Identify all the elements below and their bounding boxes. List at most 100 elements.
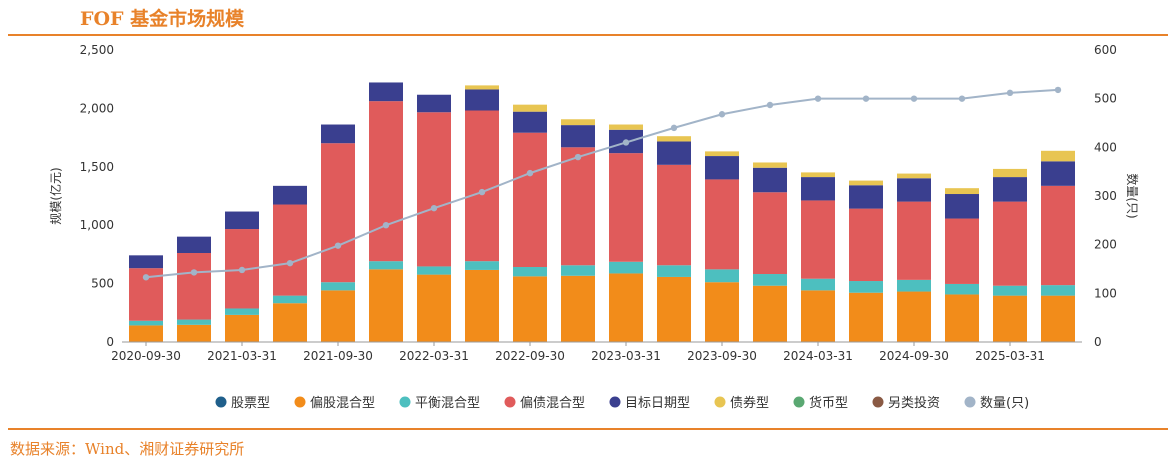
bar-segment bbox=[753, 192, 787, 275]
bar-segment bbox=[753, 167, 787, 193]
y2-tick-label: 400 bbox=[1094, 140, 1117, 154]
bar-segment bbox=[417, 266, 451, 275]
axes: 0 500 1,000 1,500 2,000 2,500 0 100 200 300 400 500… bbox=[48, 43, 1140, 363]
bar-segment bbox=[849, 281, 883, 293]
x-tick-label: 2023-09-30 bbox=[687, 349, 757, 363]
legend-label: 偏股混合型 bbox=[310, 396, 375, 411]
title-rule bbox=[8, 34, 1168, 36]
bar-segment bbox=[225, 308, 259, 315]
bar-segment bbox=[561, 265, 595, 276]
legend-label: 偏债混合型 bbox=[520, 396, 585, 411]
source-note: 数据来源：Wind、湘财证券研究所 bbox=[10, 440, 245, 458]
count-point bbox=[478, 188, 486, 196]
bar-segment bbox=[657, 136, 691, 142]
bar-segment bbox=[897, 178, 931, 202]
bar-segment bbox=[465, 110, 499, 262]
bar-segment bbox=[993, 201, 1027, 286]
bar-segment bbox=[609, 153, 643, 262]
count-point bbox=[142, 274, 150, 281]
count-point bbox=[382, 222, 390, 229]
bar-segment bbox=[657, 265, 691, 277]
x-tick-label: 2022-03-31 bbox=[399, 349, 469, 363]
count-point bbox=[238, 266, 246, 274]
legend-label: 另类投资 bbox=[888, 395, 940, 411]
count-point bbox=[1006, 89, 1014, 97]
bar-segment bbox=[993, 295, 1027, 342]
bar-segment bbox=[177, 319, 211, 325]
bar-segment bbox=[753, 274, 787, 286]
bar-segment bbox=[897, 173, 931, 179]
legend-marker bbox=[714, 396, 726, 408]
bar-segment bbox=[417, 94, 451, 113]
y-tick-label: 2,500 bbox=[80, 43, 114, 57]
bar-segment bbox=[321, 124, 355, 144]
y2-tick-label: 200 bbox=[1094, 238, 1117, 252]
y-tick-label: 1,500 bbox=[80, 160, 114, 174]
legend-label: 平衡混合型 bbox=[415, 396, 480, 411]
bar-segment bbox=[273, 303, 307, 342]
bar-segment bbox=[897, 279, 931, 292]
bar-segment bbox=[897, 291, 931, 342]
x-tick-label: 2022-09-30 bbox=[495, 349, 565, 363]
count-point bbox=[814, 95, 822, 102]
bar-segment bbox=[273, 185, 307, 205]
legend-label: 货币型 bbox=[809, 395, 848, 411]
bar-segment bbox=[609, 273, 643, 342]
y2-tick-label: 100 bbox=[1094, 286, 1117, 300]
x-tick-label: 2023-03-31 bbox=[591, 349, 661, 363]
bar-segment bbox=[849, 180, 883, 186]
bar-segment bbox=[1041, 161, 1075, 186]
chart-title: FOF 基金市场规模 bbox=[80, 8, 245, 30]
count-point bbox=[574, 153, 582, 161]
bar-segment bbox=[273, 204, 307, 296]
bar-segment bbox=[129, 325, 163, 342]
bar-segment bbox=[801, 177, 835, 201]
y2-tick-label: 300 bbox=[1094, 189, 1117, 203]
x-tick-label: 2021-03-31 bbox=[207, 349, 277, 363]
bar-segment bbox=[1041, 150, 1075, 162]
bar-segment bbox=[513, 111, 547, 133]
bar-segment bbox=[705, 179, 739, 270]
bar-segment bbox=[369, 101, 403, 262]
bar-segment bbox=[417, 112, 451, 267]
bars bbox=[129, 82, 1075, 342]
count-point bbox=[1054, 86, 1062, 94]
source-rule bbox=[8, 428, 1168, 430]
bar-segment bbox=[513, 276, 547, 342]
x-tick-label: 2025-03-31 bbox=[975, 349, 1045, 363]
bar-segment bbox=[1041, 285, 1075, 296]
bar-segment bbox=[465, 89, 499, 111]
x-tick-label: 2020-09-30 bbox=[111, 349, 181, 363]
bar-segment bbox=[369, 82, 403, 102]
legend-marker bbox=[504, 396, 516, 408]
bar-segment bbox=[321, 143, 355, 283]
count-point bbox=[958, 95, 966, 102]
bar-segment bbox=[945, 218, 979, 284]
legend-label: 债券型 bbox=[730, 395, 769, 411]
bar-segment bbox=[1041, 295, 1075, 342]
bar-segment bbox=[945, 194, 979, 219]
legend-marker bbox=[609, 396, 621, 408]
bar-segment bbox=[177, 236, 211, 253]
legend-marker bbox=[793, 396, 805, 408]
bar-segment bbox=[465, 261, 499, 270]
y-tick-label: 1,000 bbox=[80, 218, 114, 232]
legend-marker bbox=[964, 396, 976, 408]
legend-label: 数量(只) bbox=[980, 396, 1029, 411]
legend-marker bbox=[399, 396, 411, 408]
bar-segment bbox=[465, 269, 499, 342]
count-line bbox=[142, 86, 1062, 281]
bar-segment bbox=[177, 252, 211, 320]
bar-segment bbox=[705, 282, 739, 342]
count-point bbox=[910, 95, 918, 102]
y2-tick-label: 0 bbox=[1094, 335, 1102, 349]
bar-segment bbox=[465, 85, 499, 90]
fof-chart: 0 500 1,000 1,500 2,000 2,500 0 100 200 300 400 500… bbox=[48, 43, 1140, 411]
bar-segment bbox=[273, 295, 307, 304]
count-line-path bbox=[145, 88, 1059, 279]
bar-segment bbox=[705, 151, 739, 157]
bar-segment bbox=[561, 125, 595, 148]
y2-tick-label: 500 bbox=[1094, 92, 1117, 106]
count-point bbox=[766, 101, 774, 109]
y-axis-title: 规模(亿元) bbox=[48, 167, 63, 224]
